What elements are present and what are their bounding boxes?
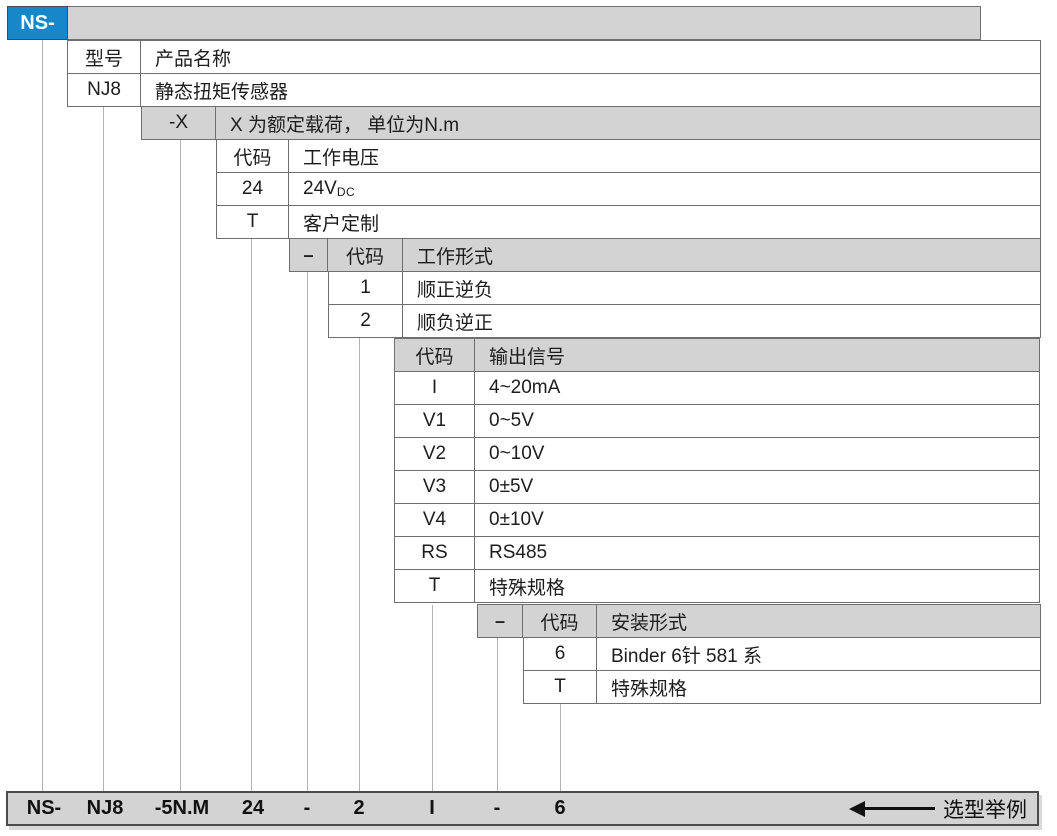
signal-label: 0±10V <box>474 503 1040 537</box>
signal-row: V3 0±5V <box>394 470 1040 504</box>
arrow-line <box>865 807 935 810</box>
example-segment: NS- <box>26 797 62 819</box>
mode-header-dash: – <box>289 238 328 272</box>
example-segment: 2 <box>353 797 365 819</box>
example-caption-group: 选型举例 <box>849 793 1027 824</box>
signal-row: T 特殊规格 <box>394 569 1040 603</box>
example-segment: - <box>493 797 501 819</box>
model-header-code: 型号 <box>67 40 141 74</box>
signal-row: V1 0~5V <box>394 404 1040 438</box>
mode-label: 顺正逆负 <box>402 271 1041 305</box>
voltage-label: 24V DC <box>288 172 1041 206</box>
signal-header-label: 输出信号 <box>474 338 1040 372</box>
example-code-bar: NS- NJ8 -5N.M 24 - 2 I - 6 选型举例 <box>6 791 1039 826</box>
signal-label: 特殊规格 <box>474 569 1040 603</box>
voltage-row: 24 24V DC <box>216 172 1041 206</box>
voltage-label-subscript: DC <box>336 185 356 199</box>
example-segment: -5N.M <box>154 797 210 819</box>
connector-line-voltage <box>251 239 252 791</box>
voltage-code: 24 <box>216 172 289 206</box>
brand-prefix-box: NS- <box>7 6 68 40</box>
signal-label: 0~10V <box>474 437 1040 471</box>
mount-label: 特殊规格 <box>596 670 1041 704</box>
signal-code: V2 <box>394 437 475 471</box>
load-label: X 为额定载荷， 单位为N.m <box>215 106 1041 140</box>
voltage-code: T <box>216 205 289 239</box>
model-code: NJ8 <box>67 73 141 107</box>
signal-row: V4 0±10V <box>394 503 1040 537</box>
example-segment: I <box>429 797 435 819</box>
mount-row: T 特殊规格 <box>523 670 1041 704</box>
load-row: -X X 为额定载荷， 单位为N.m <box>141 106 1041 140</box>
signal-header-row: 代码 输出信号 <box>394 338 1040 372</box>
mount-code: 6 <box>523 637 597 671</box>
mode-header-row: – 代码 工作形式 <box>289 238 1041 272</box>
example-segment: 6 <box>554 797 566 819</box>
mount-header-code: 代码 <box>522 604 597 638</box>
mount-code: T <box>523 670 597 704</box>
signal-code: RS <box>394 536 475 570</box>
example-segment: 24 <box>241 797 265 819</box>
title-row: NS- 商标 <box>7 6 981 40</box>
example-caption: 选型举例 <box>943 798 1027 822</box>
signal-row: I 4~20mA <box>394 371 1040 405</box>
signal-label: RS485 <box>474 536 1040 570</box>
mount-header-dash: – <box>477 604 523 638</box>
mode-row: 2 顺负逆正 <box>328 304 1041 338</box>
model-header-label: 产品名称 <box>140 40 1041 74</box>
brand-prefix: NS- <box>20 11 55 34</box>
voltage-header-label: 工作电压 <box>288 139 1041 173</box>
connector-line-prefix <box>42 40 43 791</box>
example-segment: NJ8 <box>86 797 124 819</box>
signal-label: 4~20mA <box>474 371 1040 405</box>
left-arrow-icon <box>849 800 865 817</box>
connector-line-load <box>180 140 181 791</box>
connector-line-mount-dash <box>497 638 498 791</box>
connector-line-mode-dash <box>307 272 308 791</box>
voltage-label: 客户定制 <box>288 205 1041 239</box>
mode-row: 1 顺正逆负 <box>328 271 1041 305</box>
signal-code: I <box>394 371 475 405</box>
mount-header-label: 安装形式 <box>596 604 1041 638</box>
voltage-header-code: 代码 <box>216 139 289 173</box>
connector-line-model <box>103 107 104 791</box>
model-label: 静态扭矩传感器 <box>140 73 1041 107</box>
connector-line-mount <box>560 704 561 791</box>
signal-label: 0±5V <box>474 470 1040 504</box>
load-code: -X <box>141 106 216 140</box>
model-header-row: 型号 产品名称 <box>67 40 1041 74</box>
connector-line-signal <box>432 605 433 791</box>
example-segment: - <box>303 797 311 819</box>
signal-code: V3 <box>394 470 475 504</box>
mode-code: 2 <box>328 304 403 338</box>
signal-code: V1 <box>394 404 475 438</box>
mode-header-label: 工作形式 <box>402 238 1041 272</box>
mode-code: 1 <box>328 271 403 305</box>
mode-label: 顺负逆正 <box>402 304 1041 338</box>
mode-header-code: 代码 <box>327 238 403 272</box>
signal-row: V2 0~10V <box>394 437 1040 471</box>
mount-row: 6 Binder 6针 581 系 <box>523 637 1041 671</box>
model-row: NJ8 静态扭矩传感器 <box>67 73 1041 107</box>
connector-line-mode <box>359 338 360 791</box>
voltage-header-row: 代码 工作电压 <box>216 139 1041 173</box>
signal-code: V4 <box>394 503 475 537</box>
signal-label: 0~5V <box>474 404 1040 438</box>
signal-header-code: 代码 <box>394 338 475 372</box>
mount-header-row: – 代码 安装形式 <box>477 604 1041 638</box>
mount-label: Binder 6针 581 系 <box>596 637 1041 671</box>
signal-code: T <box>394 569 475 603</box>
voltage-row: T 客户定制 <box>216 205 1041 239</box>
signal-row: RS RS485 <box>394 536 1040 570</box>
trademark-cell: 商标 <box>7 6 981 40</box>
